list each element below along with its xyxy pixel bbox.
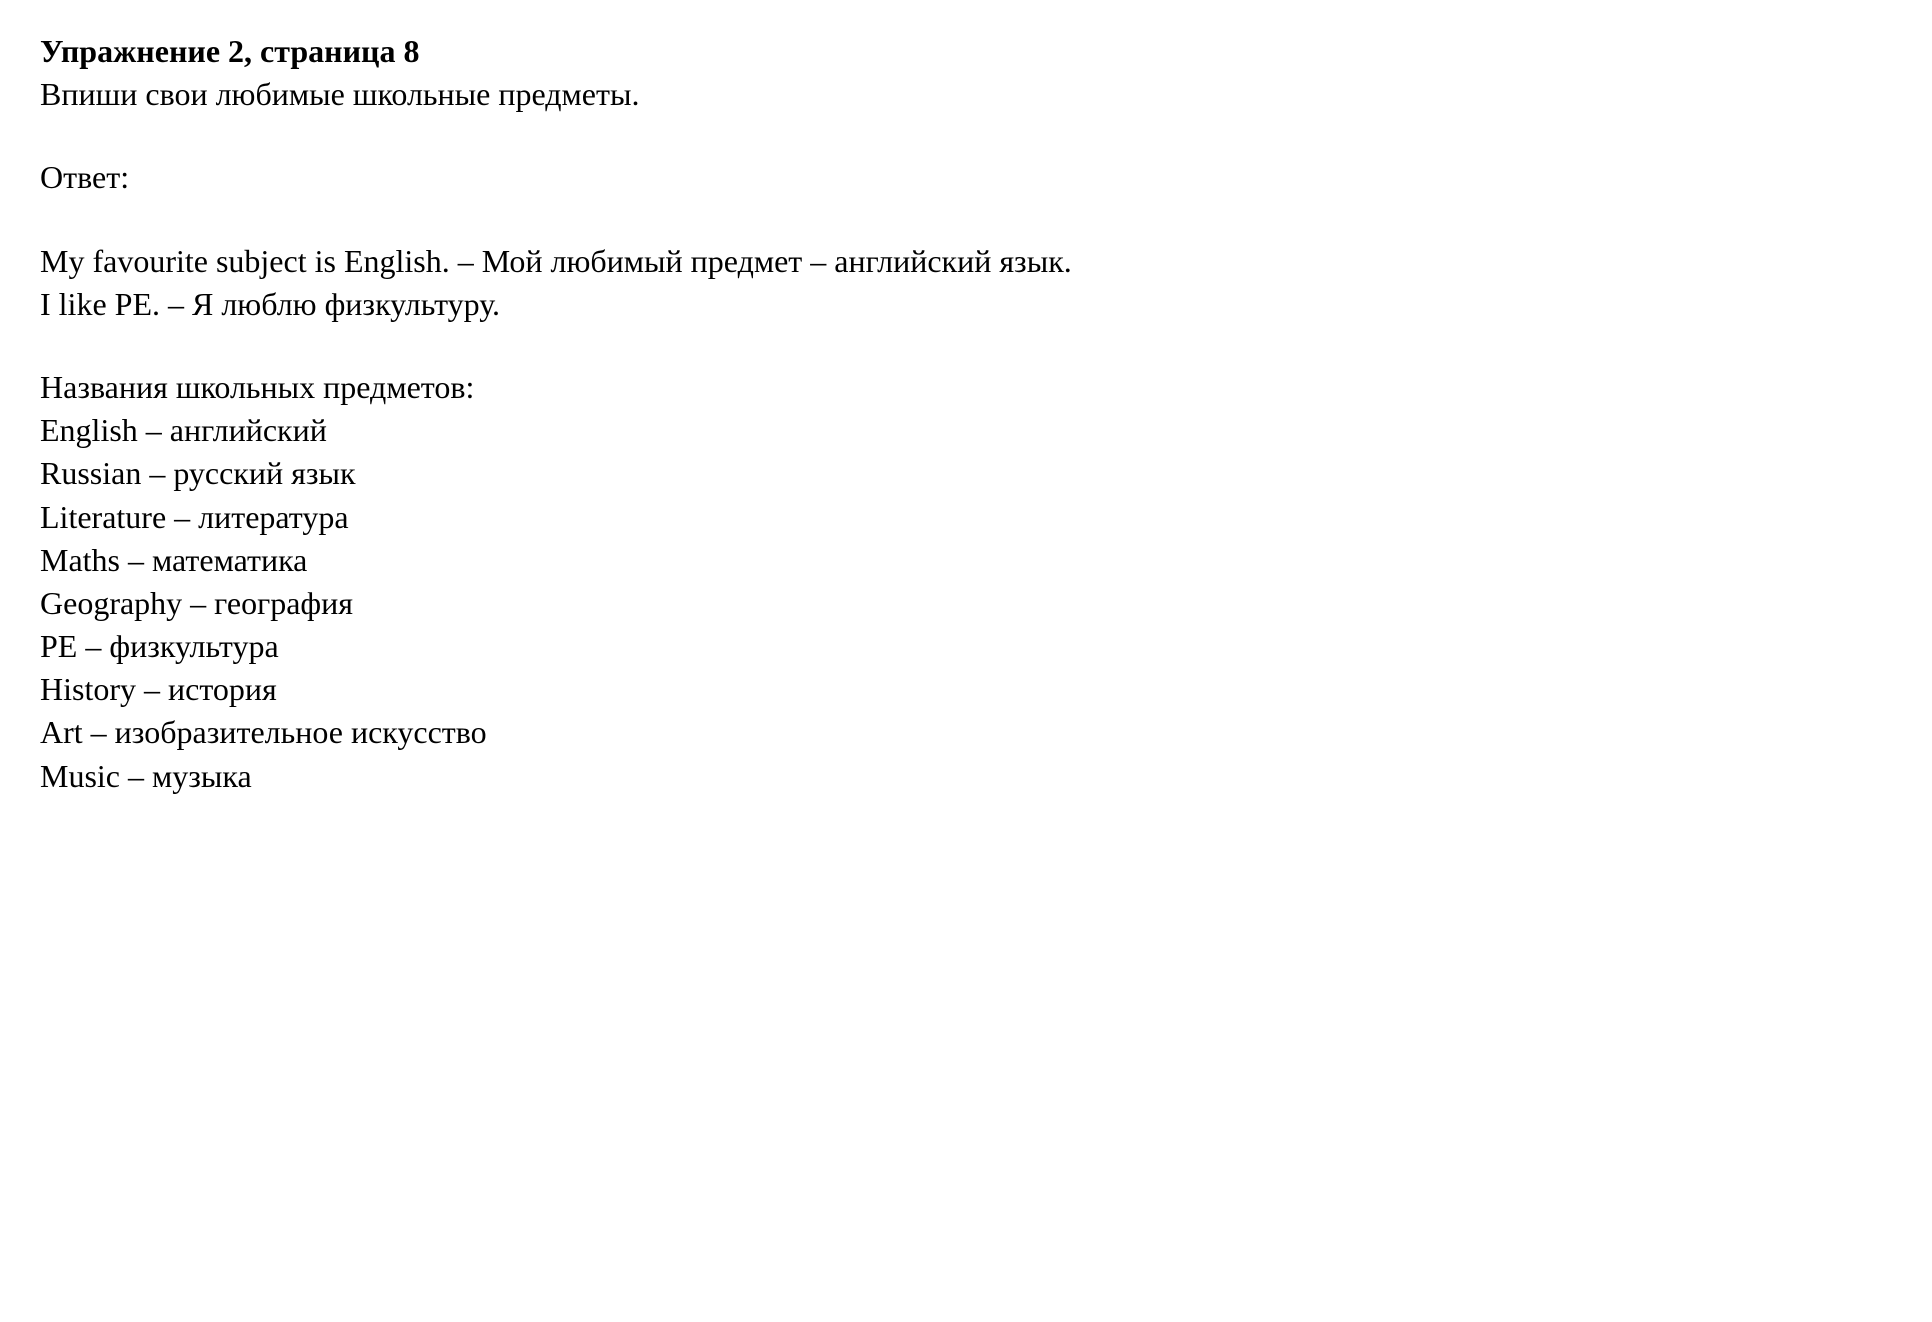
subject-item: Russian – русский язык [40,452,1892,495]
instruction-text: Впиши свои любимые школьные предметы. [40,73,1892,116]
subject-list: English – английский Russian – русский я… [40,409,1892,798]
subject-item: English – английский [40,409,1892,452]
exercise-title: Упражнение 2, страница 8 [40,30,1892,73]
subject-item: History – история [40,668,1892,711]
subject-item: Art – изобразительное искусство [40,711,1892,754]
subject-item: Maths – математика [40,539,1892,582]
answer-label: Ответ: [40,156,1892,199]
subject-item: Geography – география [40,582,1892,625]
subjects-header: Названия школьных предметов: [40,366,1892,409]
subject-item: Literature – литература [40,496,1892,539]
sentence-line: My favourite subject is English. – Мой л… [40,240,1892,283]
example-sentences: My favourite subject is English. – Мой л… [40,240,1892,326]
subject-item: Music – музыка [40,755,1892,798]
subject-item: PE – физкультура [40,625,1892,668]
sentence-line: I like PE. – Я люблю физкультуру. [40,283,1892,326]
